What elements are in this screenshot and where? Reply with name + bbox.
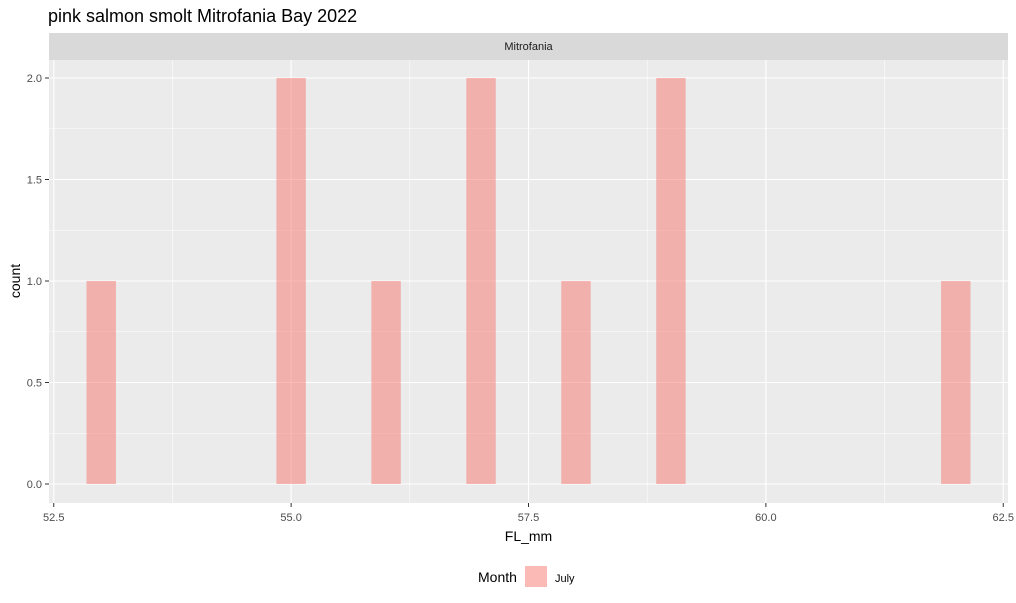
x-tick-label: 57.5 — [518, 512, 539, 524]
y-tick-label: 1.5 — [27, 175, 42, 187]
chart-title: pink salmon smolt Mitrofania Bay 2022 — [48, 6, 357, 26]
histogram-bar — [86, 281, 116, 484]
x-tick-label: 62.5 — [993, 512, 1014, 524]
legend: Month July — [478, 566, 575, 587]
legend-label-july: July — [555, 573, 575, 585]
x-tick-label: 55.0 — [280, 512, 301, 524]
x-tick-label: 60.0 — [755, 512, 776, 524]
y-tick-label: 1.0 — [27, 276, 42, 288]
legend-title: Month — [478, 569, 517, 585]
y-tick-label: 2.0 — [27, 73, 42, 85]
grid-lines — [49, 60, 1008, 503]
x-tick-label: 52.5 — [43, 512, 64, 524]
y-tick-label: 0.5 — [27, 378, 42, 390]
y-axis-title: count — [7, 264, 23, 298]
x-axis-title: FL_mm — [505, 528, 552, 544]
histogram-bar — [941, 281, 971, 484]
facet-strip — [49, 33, 1008, 60]
legend-key-july — [525, 566, 547, 587]
histogram-bar — [561, 281, 591, 484]
histogram-bar — [276, 78, 306, 484]
histogram-bar — [656, 78, 686, 484]
histogram-bars — [86, 78, 971, 484]
x-axis: 52.5 55.0 57.5 60.0 62.5 — [43, 503, 1014, 524]
histogram-bar — [466, 78, 496, 484]
facet-strip-label: Mitrofania — [504, 41, 553, 53]
y-tick-label: 0.0 — [27, 479, 42, 491]
y-axis: 0.0 0.5 1.0 1.5 2.0 — [27, 73, 49, 491]
histogram-bar — [371, 281, 401, 484]
